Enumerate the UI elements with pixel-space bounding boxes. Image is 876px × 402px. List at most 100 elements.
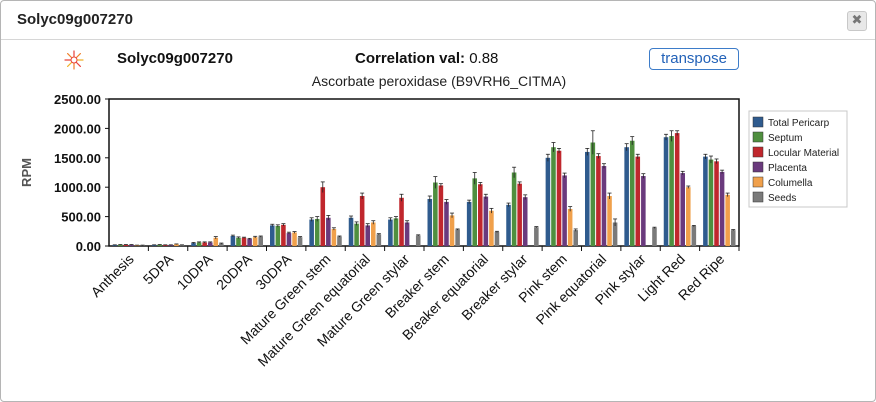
bar <box>455 229 460 246</box>
bar <box>438 185 444 246</box>
bar <box>714 161 719 246</box>
bar <box>230 236 236 246</box>
bar <box>371 222 376 246</box>
bar <box>348 217 354 246</box>
bar <box>691 226 697 246</box>
bar <box>607 196 612 246</box>
bar <box>297 237 303 246</box>
bar <box>483 196 489 246</box>
bar <box>562 175 567 246</box>
bar <box>449 215 455 246</box>
bar <box>725 194 730 246</box>
bar <box>511 172 517 246</box>
bar <box>314 218 320 246</box>
bar <box>174 244 179 246</box>
bar <box>427 198 433 246</box>
bar <box>196 242 202 246</box>
bar <box>191 243 196 246</box>
bar <box>551 147 556 246</box>
dialog-title-bar[interactable]: Solyc09g007270 ✖ <box>1 1 875 40</box>
bar <box>236 237 241 246</box>
bar <box>354 223 359 246</box>
legend-label: Placenta <box>768 163 807 174</box>
bar <box>157 244 162 246</box>
transpose-button[interactable]: transpose <box>649 48 739 70</box>
bar <box>292 232 297 246</box>
bar <box>168 245 174 246</box>
bar <box>556 150 562 246</box>
bar <box>624 147 629 246</box>
bar <box>545 157 551 246</box>
bar <box>596 156 601 246</box>
y-tick-label: 1500.00 <box>54 151 101 166</box>
bar <box>376 234 382 246</box>
bar <box>179 245 185 246</box>
legend-box <box>748 110 848 208</box>
legend-swatch <box>752 176 764 188</box>
bar <box>585 151 590 246</box>
bar <box>281 224 286 246</box>
x-tick-label: 20DPA <box>213 250 255 292</box>
bar <box>415 235 421 246</box>
bar <box>444 201 449 246</box>
bar <box>635 156 641 246</box>
legend-label: Seeds <box>768 193 796 204</box>
y-tick-label: 0.00 <box>76 239 101 254</box>
bar <box>404 222 410 246</box>
correlation-readout: Correlation val: 0.88 <box>355 50 498 67</box>
bar <box>331 228 337 246</box>
bar <box>567 208 573 246</box>
bar <box>241 237 247 246</box>
legend-swatch <box>752 116 764 128</box>
x-tick-label: 10DPA <box>174 250 216 292</box>
bar <box>151 245 157 246</box>
bar <box>320 187 326 246</box>
bar <box>478 184 483 246</box>
bar <box>213 237 219 246</box>
x-tick-label: 5DPA <box>140 250 177 287</box>
bar <box>663 137 669 246</box>
bar <box>118 244 123 246</box>
bar <box>573 230 578 246</box>
bar <box>680 173 685 246</box>
legend-label: Columella <box>768 178 813 189</box>
y-tick-label: 500.00 <box>61 210 101 225</box>
bar <box>590 142 596 246</box>
bar <box>359 196 365 246</box>
bar <box>629 140 635 246</box>
chart-subtitle: Ascorbate peroxidase (B9VRH6_CITMA) <box>311 73 567 89</box>
bar <box>258 236 263 246</box>
close-button[interactable]: ✖ <box>847 11 867 31</box>
bar <box>612 222 618 246</box>
sunburst-logo-icon <box>64 50 84 70</box>
bar <box>270 225 275 246</box>
x-tick-label: Anthesis <box>88 251 137 300</box>
bar <box>641 176 646 246</box>
bar <box>123 244 129 246</box>
legend-swatch <box>752 191 764 203</box>
bar <box>247 238 252 246</box>
bar <box>674 133 680 246</box>
gene-name: Solyc09g007270 <box>117 50 233 67</box>
legend-swatch <box>752 161 764 173</box>
bar <box>517 183 522 246</box>
y-tick-label: 2000.00 <box>54 121 101 136</box>
bar <box>506 204 511 246</box>
dialog-title: Solyc09g007270 <box>17 11 133 28</box>
correlation-label: Correlation val: <box>355 50 466 67</box>
bar <box>719 171 725 246</box>
bar <box>388 219 393 246</box>
bar <box>652 227 657 246</box>
legend-label: Septum <box>768 133 802 144</box>
bar <box>112 245 118 246</box>
bar <box>393 218 399 246</box>
bar <box>286 233 292 246</box>
bar <box>337 236 342 246</box>
bar <box>219 243 224 246</box>
y-axis-label: RPM <box>19 158 34 187</box>
bar <box>534 227 539 246</box>
bar <box>163 245 168 246</box>
bar <box>129 244 134 246</box>
bar <box>275 226 281 246</box>
